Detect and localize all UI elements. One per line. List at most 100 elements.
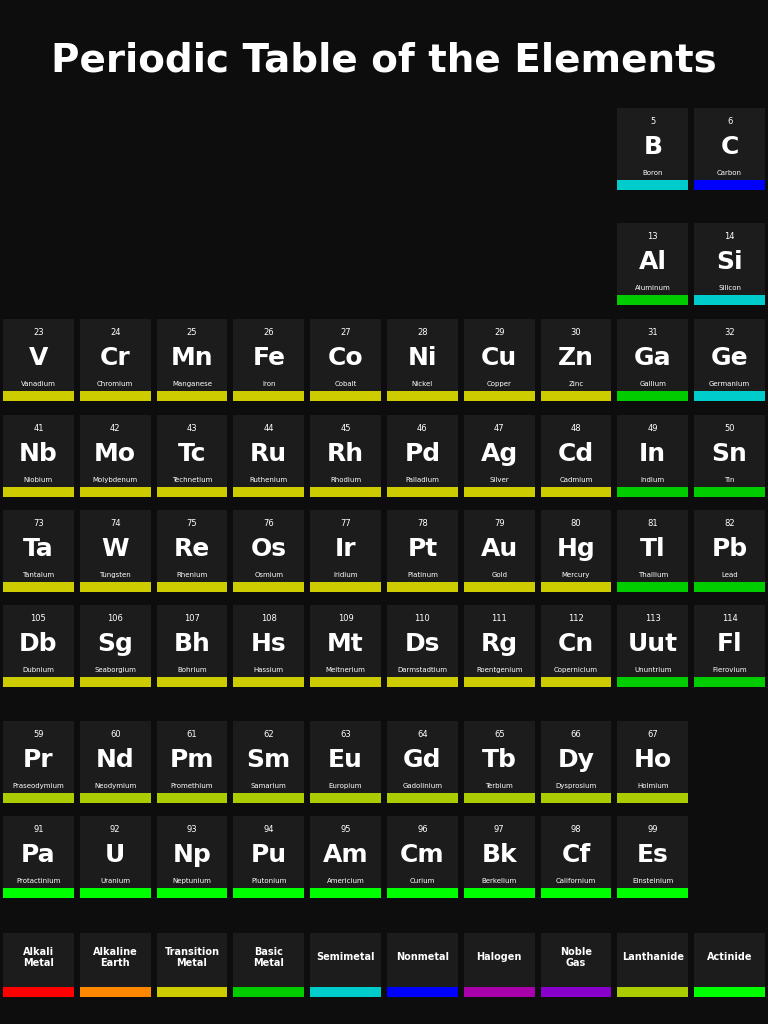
Bar xyxy=(310,319,381,401)
Text: 10.811: 10.811 xyxy=(641,181,665,187)
Text: 180.948: 180.948 xyxy=(24,584,53,590)
Bar xyxy=(617,319,688,401)
Bar xyxy=(80,510,151,592)
Text: Eu: Eu xyxy=(328,748,363,772)
Text: U: U xyxy=(105,843,125,866)
Bar xyxy=(464,415,535,497)
Text: 50: 50 xyxy=(724,424,735,433)
Text: Samarium: Samarium xyxy=(251,782,286,788)
Text: 112: 112 xyxy=(568,614,584,623)
Bar xyxy=(387,816,458,898)
Bar xyxy=(233,677,304,687)
Bar xyxy=(3,677,74,687)
Text: Np: Np xyxy=(173,843,211,866)
Text: Cm: Cm xyxy=(400,843,445,866)
Text: Gallium: Gallium xyxy=(640,381,666,387)
Text: V: V xyxy=(28,346,48,370)
Bar xyxy=(310,605,381,687)
Text: 61: 61 xyxy=(187,730,197,739)
Bar xyxy=(80,677,151,687)
Text: Nd: Nd xyxy=(96,748,134,772)
Text: 95.95: 95.95 xyxy=(105,488,125,495)
Bar xyxy=(464,721,535,803)
Text: Copper: Copper xyxy=(487,381,511,387)
Bar xyxy=(3,888,74,898)
Text: 96: 96 xyxy=(417,825,428,834)
Text: 238.029: 238.029 xyxy=(101,889,130,895)
Text: Zinc: Zinc xyxy=(568,381,584,387)
Bar xyxy=(617,391,688,401)
Text: 48: 48 xyxy=(571,424,581,433)
Text: Bk: Bk xyxy=(482,843,517,866)
Text: Roentgenium: Roentgenium xyxy=(476,667,522,673)
Text: 92: 92 xyxy=(110,825,121,834)
Bar xyxy=(541,510,611,592)
Bar xyxy=(157,319,227,401)
Text: Pb: Pb xyxy=(711,537,748,560)
Bar xyxy=(233,487,304,497)
Text: Es: Es xyxy=(637,843,669,866)
Text: 157.25: 157.25 xyxy=(410,795,435,801)
Text: C: C xyxy=(720,134,739,159)
Text: Dy: Dy xyxy=(558,748,594,772)
Text: 65: 65 xyxy=(494,730,505,739)
Text: Am: Am xyxy=(323,843,369,866)
Text: Lead: Lead xyxy=(721,571,738,578)
Bar xyxy=(157,605,227,687)
Bar xyxy=(310,933,381,997)
Bar xyxy=(694,677,765,687)
Text: In: In xyxy=(639,441,667,466)
Bar xyxy=(80,987,151,997)
Text: Rhenium: Rhenium xyxy=(177,571,207,578)
Text: 62: 62 xyxy=(263,730,274,739)
Text: 144.913: 144.913 xyxy=(177,795,207,801)
Text: 47: 47 xyxy=(494,424,505,433)
Text: Cn: Cn xyxy=(558,632,594,655)
Text: Platinum: Platinum xyxy=(407,571,438,578)
Text: 98.907: 98.907 xyxy=(180,488,204,495)
Bar xyxy=(157,793,227,803)
Text: Hs: Hs xyxy=(251,632,286,655)
Bar xyxy=(464,605,535,687)
Bar xyxy=(80,721,151,803)
Text: 106: 106 xyxy=(108,614,123,623)
Text: Germanium: Germanium xyxy=(709,381,750,387)
Text: 247.070: 247.070 xyxy=(408,889,437,895)
Text: Fl: Fl xyxy=(717,632,743,655)
Text: Pr: Pr xyxy=(23,748,54,772)
Text: Neptunium: Neptunium xyxy=(173,878,211,884)
Text: 13: 13 xyxy=(647,232,658,241)
Text: 77: 77 xyxy=(340,519,351,528)
Bar xyxy=(464,510,535,592)
Text: Pd: Pd xyxy=(404,441,441,466)
Bar xyxy=(3,605,74,687)
Text: 66: 66 xyxy=(571,730,581,739)
Text: 64: 64 xyxy=(417,730,428,739)
Bar xyxy=(310,391,381,401)
Bar xyxy=(617,510,688,592)
Text: Alkali
Metal: Alkali Metal xyxy=(23,946,54,968)
Bar xyxy=(387,933,458,997)
Text: Al: Al xyxy=(639,250,667,273)
Text: 158.925: 158.925 xyxy=(485,795,514,801)
Text: Mo: Mo xyxy=(94,441,136,466)
Text: 105: 105 xyxy=(31,614,46,623)
Text: 110: 110 xyxy=(415,614,430,623)
Text: 5: 5 xyxy=(650,117,655,126)
Bar xyxy=(310,677,381,687)
Text: Periodic Table of the Elements: Periodic Table of the Elements xyxy=(51,41,717,79)
Bar xyxy=(233,319,304,401)
Text: 12.011: 12.011 xyxy=(717,181,742,187)
Bar xyxy=(464,391,535,401)
Bar xyxy=(617,888,688,898)
Text: Ge: Ge xyxy=(711,346,748,370)
Bar xyxy=(464,933,535,997)
Bar xyxy=(464,987,535,997)
Text: Ni: Ni xyxy=(408,346,437,370)
Text: [272]: [272] xyxy=(490,678,508,685)
Text: 200.592: 200.592 xyxy=(561,584,591,590)
Text: Europium: Europium xyxy=(329,782,362,788)
Text: 231.036: 231.036 xyxy=(24,889,53,895)
Text: Ru: Ru xyxy=(250,441,287,466)
Bar xyxy=(80,816,151,898)
